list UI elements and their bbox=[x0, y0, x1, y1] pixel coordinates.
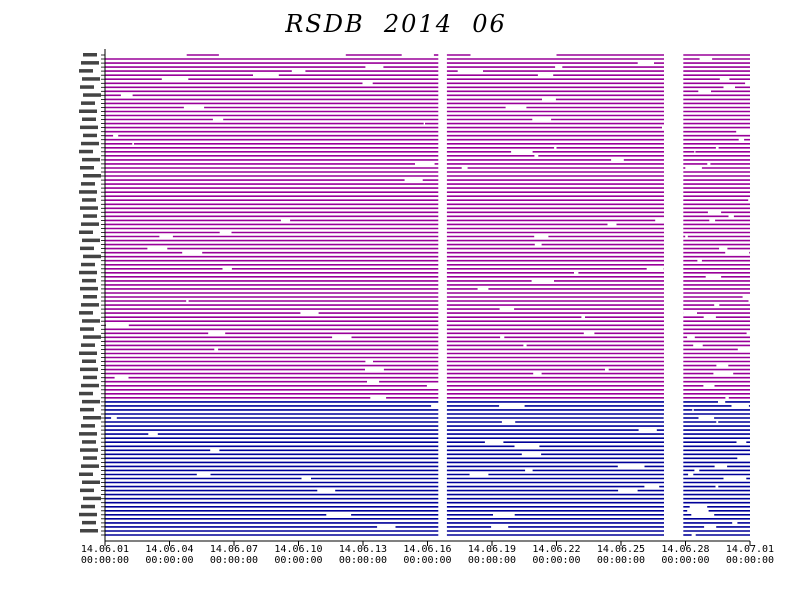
y-tick-label bbox=[82, 157, 100, 162]
y-tick-label bbox=[79, 270, 97, 275]
y-tick-label bbox=[79, 391, 93, 396]
x-tick-time: 00:00:00 bbox=[81, 555, 129, 566]
y-tick-label bbox=[81, 61, 99, 65]
y-tick-label bbox=[80, 286, 98, 291]
y-tick-label bbox=[80, 448, 98, 452]
x-tick-date: 14.06.19 bbox=[468, 544, 516, 555]
y-tick-label bbox=[83, 214, 97, 218]
y-tick-label bbox=[82, 77, 100, 81]
x-tick-date: 14.06.07 bbox=[210, 544, 258, 555]
y-tick-label bbox=[79, 351, 97, 355]
y-tick-label bbox=[82, 359, 96, 363]
y-tick-label bbox=[81, 303, 99, 307]
y-tick-label bbox=[83, 133, 97, 138]
y-tick-label bbox=[82, 198, 96, 202]
x-tick-date: 14.06.16 bbox=[403, 544, 451, 555]
y-tick-label bbox=[82, 238, 100, 243]
x-tick-date: 14.06.04 bbox=[145, 544, 193, 555]
y-tick-label bbox=[83, 295, 97, 299]
y-tick-label bbox=[81, 343, 95, 347]
x-tick-time: 00:00:00 bbox=[661, 555, 709, 566]
y-tick-label bbox=[80, 488, 94, 493]
x-tick-date: 14.06.01 bbox=[81, 544, 129, 555]
y-tick-label bbox=[83, 174, 101, 178]
y-tick-label bbox=[81, 222, 99, 226]
y-tick-label bbox=[79, 311, 93, 315]
y-tick-label bbox=[82, 117, 96, 121]
x-tick-date: 14.06.13 bbox=[339, 544, 387, 555]
y-tick-label bbox=[80, 367, 98, 372]
y-tick-label bbox=[82, 399, 100, 404]
y-tick-label bbox=[81, 182, 95, 186]
x-tick-time: 00:00:00 bbox=[726, 555, 774, 566]
x-tick-date: 14.07.01 bbox=[726, 544, 774, 555]
y-tick-label bbox=[80, 407, 94, 412]
y-tick-label bbox=[81, 101, 95, 105]
x-tick-time: 00:00:00 bbox=[145, 555, 193, 566]
y-tick-label bbox=[80, 166, 94, 170]
x-tick-labels: 14.06.0100:00:0014.06.0400:00:0014.06.07… bbox=[81, 541, 774, 566]
y-tick-label bbox=[81, 383, 99, 388]
y-tick-label bbox=[83, 416, 101, 420]
y-tick-label bbox=[81, 504, 95, 509]
x-tick-date: 14.06.28 bbox=[661, 544, 709, 555]
y-tick-label bbox=[80, 206, 98, 210]
y-tick-label bbox=[79, 149, 93, 154]
y-tick-label bbox=[81, 141, 99, 146]
y-tick-label bbox=[80, 85, 94, 89]
y-tick-label bbox=[83, 335, 101, 339]
y-tick-label bbox=[82, 440, 96, 444]
y-tick-label bbox=[79, 472, 93, 476]
y-tick-label bbox=[83, 254, 101, 259]
x-tick-time: 00:00:00 bbox=[468, 555, 516, 566]
y-tick-label bbox=[81, 424, 95, 428]
y-tick-label bbox=[80, 529, 98, 533]
x-tick-time: 00:00:00 bbox=[403, 555, 451, 566]
y-tick-label bbox=[81, 464, 99, 468]
y-tick-labels bbox=[79, 53, 105, 536]
y-tick-label bbox=[79, 512, 97, 517]
y-tick-label bbox=[83, 456, 97, 460]
x-tick-time: 00:00:00 bbox=[210, 555, 258, 566]
y-tick-label bbox=[82, 480, 100, 484]
y-tick-label bbox=[79, 230, 93, 234]
y-tick-label bbox=[81, 262, 95, 267]
y-tick-label bbox=[80, 327, 94, 331]
station-rows bbox=[105, 54, 750, 536]
y-tick-label bbox=[80, 125, 98, 130]
y-tick-label bbox=[80, 246, 94, 251]
y-tick-label bbox=[83, 496, 101, 501]
y-tick-label bbox=[79, 69, 93, 73]
y-tick-label bbox=[83, 53, 97, 57]
x-tick-date: 14.06.22 bbox=[532, 544, 580, 555]
x-tick-time: 00:00:00 bbox=[339, 555, 387, 566]
y-tick-label bbox=[82, 278, 96, 283]
y-tick-label bbox=[83, 93, 101, 97]
y-tick-label bbox=[79, 190, 97, 194]
x-tick-time: 00:00:00 bbox=[532, 555, 580, 566]
chart-title: RSDB 2014 06 bbox=[285, 10, 507, 38]
x-tick-date: 14.06.10 bbox=[274, 544, 322, 555]
x-tick-date: 14.06.25 bbox=[597, 544, 645, 555]
y-tick-label bbox=[83, 375, 97, 380]
y-tick-label bbox=[82, 319, 100, 323]
y-tick-label bbox=[79, 109, 97, 113]
y-tick-label bbox=[79, 432, 97, 436]
x-tick-time: 00:00:00 bbox=[274, 555, 322, 566]
x-tick-time: 00:00:00 bbox=[597, 555, 645, 566]
y-tick-label bbox=[82, 520, 96, 525]
